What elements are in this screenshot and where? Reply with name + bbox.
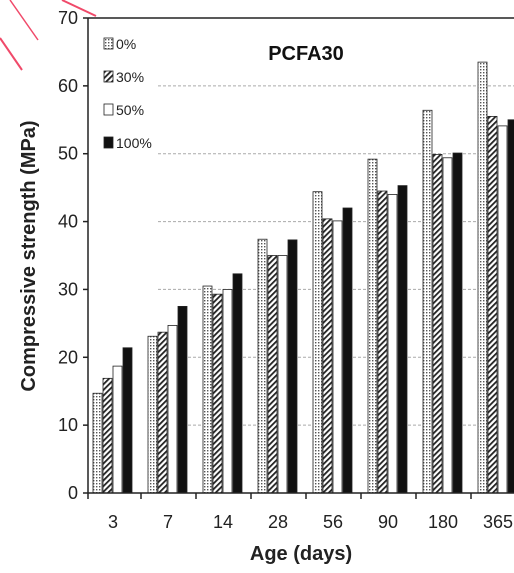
x-tick-label: 7 (163, 512, 173, 532)
y-tick-label: 0 (68, 483, 78, 503)
x-tick-label: 14 (213, 512, 233, 532)
legend-swatch (103, 70, 114, 83)
bar-50pct-14 (222, 289, 233, 494)
legend-swatch (103, 136, 114, 149)
bar-0pct-90 (367, 158, 378, 494)
bar-30pct-28 (267, 255, 278, 494)
legend-label: 30% (116, 69, 144, 85)
bar-50pct-90 (387, 194, 398, 494)
bar-50pct-28 (277, 255, 288, 494)
bar-50pct-365 (497, 125, 508, 494)
plot-frame (0, 0, 97, 71)
legend: 0% 30% 50% 100% (103, 36, 152, 151)
x-tick-label: 90 (378, 512, 398, 532)
bar-0pct-28 (257, 238, 268, 494)
bar-30pct-14 (212, 293, 223, 494)
bar-100pct-14 (232, 273, 243, 494)
y-tick-labels: 0 10 20 30 40 50 60 70 (58, 8, 78, 503)
decorative-corner-line (9, 0, 39, 41)
bar-50pct-3 (112, 365, 123, 494)
bar-100pct-180 (452, 152, 463, 494)
bar-100pct-7 (177, 305, 188, 494)
legend-label: 50% (116, 102, 144, 118)
bar-0pct-180 (422, 109, 433, 494)
bar-30pct-180 (432, 153, 443, 494)
legend-label: 100% (116, 135, 152, 151)
x-tick-label: 56 (323, 512, 343, 532)
bars (92, 61, 514, 494)
bar-30pct-7 (157, 331, 168, 494)
legend-swatch (103, 103, 114, 116)
bar-0pct-3 (92, 392, 103, 494)
x-axis-title: Age (days) (250, 543, 352, 565)
bar-30pct-56 (322, 218, 333, 494)
y-tick-label: 30 (58, 279, 78, 299)
bar-100pct-365 (507, 119, 514, 494)
y-tick-label: 70 (58, 8, 78, 28)
bar-30pct-365 (487, 115, 498, 494)
axes (83, 17, 514, 499)
y-tick-label: 20 (58, 347, 78, 367)
y-tick-label: 10 (58, 415, 78, 435)
bar-100pct-3 (122, 347, 133, 494)
legend-swatch (103, 37, 114, 50)
chart-title: PCFA30 (268, 43, 344, 65)
decorative-corner-line (0, 37, 23, 71)
bar-50pct-180 (442, 157, 453, 494)
bar-0pct-56 (312, 191, 323, 494)
bar-0pct-7 (147, 335, 158, 494)
bar-50pct-7 (167, 324, 178, 494)
y-tick-label: 40 (58, 212, 78, 232)
bar-0pct-365 (477, 61, 488, 494)
bar-0pct-14 (202, 285, 213, 494)
decorative-corner-line (61, 0, 97, 17)
bar-50pct-56 (332, 220, 343, 494)
x-tick-label: 3 (108, 512, 118, 532)
y-tick-label: 50 (58, 144, 78, 164)
bar-100pct-56 (342, 207, 353, 494)
x-tick-label: 180 (428, 512, 458, 532)
x-tick-labels: 3 7 14 28 56 90 180 365 (108, 512, 513, 532)
bar-100pct-90 (397, 185, 408, 494)
y-axis-title: Compressive strength (MPa) (18, 120, 40, 391)
x-tick-label: 28 (268, 512, 288, 532)
y-tick-label: 60 (58, 76, 78, 96)
bar-30pct-3 (102, 377, 113, 494)
bar-100pct-28 (287, 239, 298, 494)
legend-label: 0% (116, 36, 136, 52)
x-tick-label: 365 (483, 512, 513, 532)
bar-30pct-90 (377, 190, 388, 494)
